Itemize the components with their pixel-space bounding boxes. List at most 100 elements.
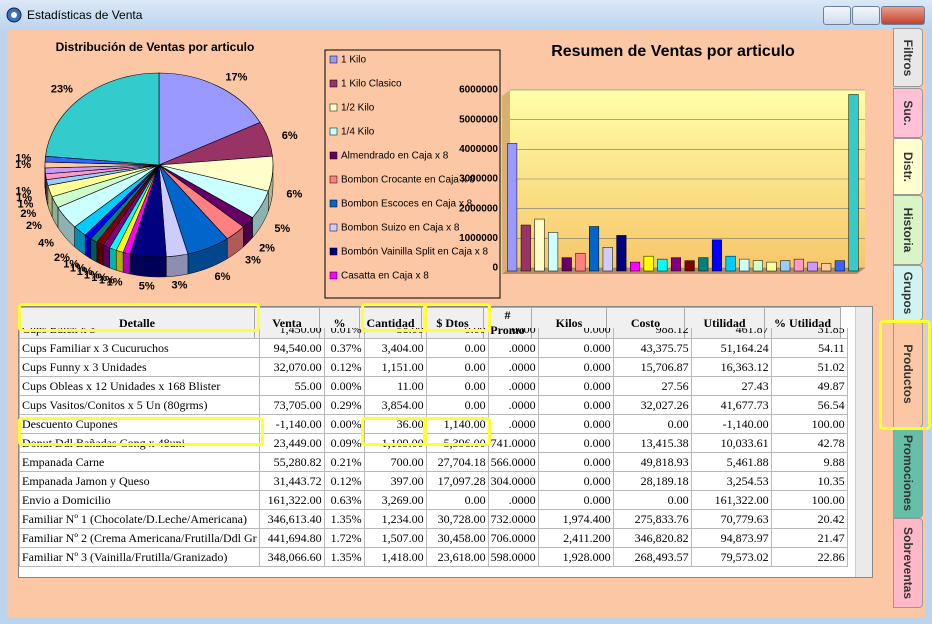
maximize-button[interactable]	[852, 6, 880, 25]
grid-cell: 49,818.93	[613, 453, 691, 472]
grid-cell: 0.63%	[324, 491, 364, 510]
tab-label: Grupos	[901, 272, 915, 315]
grid-cell: 10.35	[771, 472, 847, 491]
grid-row[interactable]: Cups Funny x 3 Unidades32,070.000.12%1,1…	[20, 358, 848, 377]
grid-cell: 706.0000	[488, 529, 538, 548]
tab[interactable]: Grupos	[893, 265, 923, 321]
grid-cell: Cups Balck x 3	[20, 328, 260, 339]
grid-row[interactable]: Familiar Nº 3 (Vainilla/Frutilla/Graniza…	[20, 548, 848, 567]
tab[interactable]: Filtros	[893, 28, 923, 87]
bar	[808, 262, 818, 271]
grid-cell: 275,833.76	[613, 510, 691, 529]
grid-cell: 100.00	[771, 491, 847, 510]
grid-cell: Cups Obleas x 12 Unidades x 168 Blister	[20, 377, 260, 396]
tab[interactable]: Productos	[893, 320, 923, 428]
y-tick-label: 1000000	[459, 233, 498, 244]
pie-label: 5%	[274, 223, 290, 235]
grid-cell: 28,189.18	[613, 472, 691, 491]
legend-swatch	[330, 80, 337, 87]
grid-cell: 1.35%	[324, 510, 364, 529]
grid-row[interactable]: Cups Familiar x 3 Cucuruchos94,540.000.3…	[20, 339, 848, 358]
grid-row[interactable]: Cups Vasitos/Conitos x 5 Un (80grms)73,7…	[20, 396, 848, 415]
chart-title: Distribución de Ventas por articulo	[56, 40, 255, 54]
grid-cell: 1,928.000	[538, 548, 613, 567]
bar	[849, 94, 859, 271]
grid-cell: .0000	[488, 328, 538, 339]
grid-cell: 1.35%	[324, 548, 364, 567]
window-title: Estadísticas de Venta	[27, 8, 142, 22]
grid-cell: Descuento Cupones	[20, 415, 260, 434]
grid-cell: 42.78	[771, 434, 847, 453]
grid-cell: 23,618.00	[426, 548, 488, 567]
grid-cell: 49.87	[771, 377, 847, 396]
bar	[617, 235, 627, 271]
tab[interactable]: Historia	[893, 195, 923, 265]
tab[interactable]: Distr.	[893, 138, 923, 195]
vertical-scrollbar[interactable]	[855, 307, 872, 577]
bar	[821, 264, 831, 271]
grid-cell: 0.000	[538, 377, 613, 396]
tab-label: Sobreventas	[901, 527, 915, 599]
close-button[interactable]	[881, 6, 925, 25]
grid-cell: 0.00	[426, 377, 488, 396]
grid-cell: 23,449.00	[259, 434, 324, 453]
grid-cell: 0.000	[538, 396, 613, 415]
tab[interactable]: Promociones	[893, 428, 923, 518]
grid-cell: 32,070.00	[259, 358, 324, 377]
grid-cell: .0000	[488, 339, 538, 358]
legend-label: 1/4 Kilo	[341, 127, 375, 138]
grid-row[interactable]: Cups Obleas x 12 Unidades x 168 Blister5…	[20, 377, 848, 396]
pie-label: 5%	[139, 280, 155, 292]
legend-swatch	[330, 272, 337, 279]
grid-cell: 51.02	[771, 358, 847, 377]
chart-title: Resumen de Ventas por articulo	[551, 43, 795, 60]
grid-cell: Familiar Nº 2 (Crema Americana/Frutilla/…	[20, 529, 260, 548]
grid-cell: 31,443.72	[259, 472, 324, 491]
grid-cell: 0.00	[426, 328, 488, 339]
charts: Distribución de Ventas por articulo17%6%…	[7, 30, 887, 306]
grid-row[interactable]: Empanada Carne55,280.820.21%700.0027,704…	[20, 453, 848, 472]
bar	[658, 259, 668, 271]
grid-cell: 0.000	[538, 328, 613, 339]
pie-slice-side	[166, 254, 188, 277]
legend-label: Bombon Escoces en Caja x 8	[341, 199, 473, 210]
tab[interactable]: Suc.	[893, 88, 923, 138]
grid-cell: 3,254.53	[691, 472, 771, 491]
grid-cell: 0.00	[426, 339, 488, 358]
grid-row[interactable]: Familiar Nº 2 (Crema Americana/Frutilla/…	[20, 529, 848, 548]
grid-row[interactable]: Cups Balck x 31,450.000.01%58.000.00.000…	[20, 328, 848, 339]
grid-rows: Cups Balck x 31,450.000.01%58.000.00.000…	[19, 328, 848, 567]
grid-row[interactable]: Empanada Jamon y Queso31,443.720.12%397.…	[20, 472, 848, 491]
pie-slice-side	[116, 250, 123, 272]
grid-cell: 0.000	[538, 472, 613, 491]
bar	[699, 258, 709, 271]
grid-row[interactable]: Familiar Nº 1 (Chocolate/D.Leche/America…	[20, 510, 848, 529]
legend-label: 1/2 Kilo	[341, 103, 375, 114]
grid-row[interactable]: Descuento Cupones-1,140.000.00%36.001,14…	[20, 415, 848, 434]
grid-cell: 30,458.00	[426, 529, 488, 548]
grid-cell: .0000	[488, 358, 538, 377]
legend-label: Casatta en Caja x 8	[341, 271, 429, 282]
bar	[644, 256, 654, 271]
grid-cell: 268,493.57	[613, 548, 691, 567]
grid-cell: 3,854.00	[364, 396, 426, 415]
grid-cell: 732.0000	[488, 510, 538, 529]
grid-row[interactable]: Donut Ddl Bañadas Cong x 48uni23,449.000…	[20, 434, 848, 453]
y-tick-label: 6000000	[459, 85, 498, 96]
grid-cell: 0.01%	[324, 328, 364, 339]
grid-cell: 22.86	[771, 548, 847, 567]
tab-label: Historia	[901, 208, 915, 253]
grid-cell: 0.000	[538, 434, 613, 453]
pie-label: 2%	[26, 220, 42, 232]
grid-cell: Empanada Carne	[20, 453, 260, 472]
bar	[630, 262, 640, 271]
grid-cell: Cups Familiar x 3 Cucuruchos	[20, 339, 260, 358]
bar	[562, 258, 572, 271]
minimize-button[interactable]	[823, 6, 851, 25]
tab[interactable]: Sobreventas	[893, 518, 923, 608]
grid-row[interactable]: Envio a Domicilio161,322.000.63%3,269.00…	[20, 491, 848, 510]
grid-cell: 54.11	[771, 339, 847, 358]
bar	[767, 262, 777, 271]
legend-swatch	[330, 176, 337, 183]
